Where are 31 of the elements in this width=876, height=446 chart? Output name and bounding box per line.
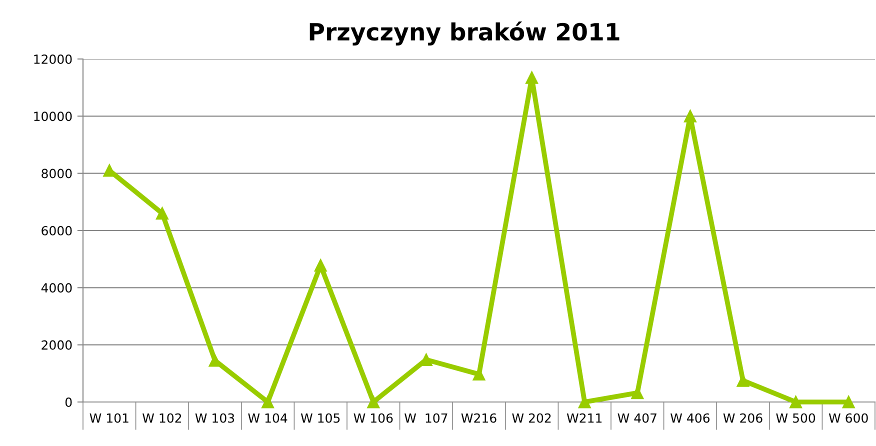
point <box>367 396 380 408</box>
x-tick-label: W 600 <box>828 413 868 423</box>
point <box>790 396 802 408</box>
y-tick-label: 0 <box>65 397 72 407</box>
x-tick-label: W 102 <box>142 413 182 423</box>
y-tick-label: 2000 <box>42 340 72 350</box>
x-tick-label: W 103 <box>195 413 234 423</box>
x-tick-label: W 206 <box>723 413 762 423</box>
point <box>314 259 327 272</box>
y-tick-label: 8000 <box>42 168 72 178</box>
y-tick-label: 6000 <box>42 226 72 236</box>
x-tick-label: W 500 <box>776 413 816 423</box>
x-tick-label: W 104 <box>248 413 288 423</box>
x-tick-label: W 106 <box>354 413 393 423</box>
y-tick-label: 10000 <box>34 112 72 122</box>
x-tick-label: W 101 <box>90 413 128 423</box>
point <box>262 396 274 408</box>
x-tick-label: W216 <box>461 413 496 423</box>
y-tick-label: 4000 <box>41 283 72 293</box>
x-tick-label: W 107 <box>404 413 448 423</box>
point <box>684 110 696 122</box>
x-tick-label: W 406 <box>670 413 710 423</box>
x-tick-label: W 407 <box>618 413 656 423</box>
x-tick-label: W211 <box>566 413 602 423</box>
point <box>156 207 168 220</box>
y-tick-label: 12000 <box>34 54 72 64</box>
point <box>526 71 538 84</box>
chart-title: Przyczyny braków 2011 <box>310 21 620 46</box>
point <box>842 396 855 408</box>
x-tick-label: W 202 <box>512 413 551 423</box>
x-tick-label: W 105 <box>300 413 340 423</box>
